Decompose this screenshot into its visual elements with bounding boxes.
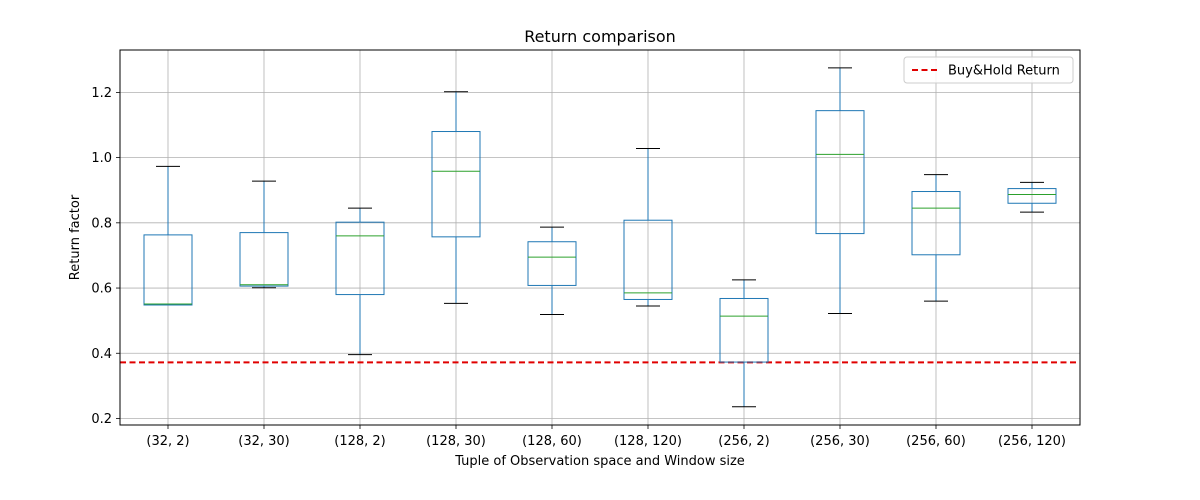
x-tick-label: (256, 30): [810, 434, 870, 449]
box-10: [1007, 181, 1057, 213]
y-axis-label: Return factor: [68, 194, 83, 280]
box-7: [719, 279, 769, 408]
legend: Buy&Hold Return: [903, 56, 1074, 84]
x-tick-label: (256, 60): [906, 434, 966, 449]
box-9: [911, 174, 961, 302]
x-tick-label: (128, 120): [614, 434, 682, 449]
y-tick-label: 0.2: [91, 412, 112, 427]
box-3: [335, 207, 385, 356]
legend-box: [903, 56, 1074, 84]
box-1: [143, 165, 193, 306]
box-body: [911, 191, 961, 256]
y-axis-ticks: 0.2 0.4 0.6 0.8 1.0 1.2: [91, 86, 120, 427]
y-tick-label: 1.0: [91, 151, 112, 166]
x-tick-label: (32, 2): [146, 434, 189, 449]
box-4: [431, 91, 481, 304]
box-body: [1007, 188, 1057, 204]
y-tick-label: 0.4: [91, 347, 112, 362]
box-series: [143, 67, 1057, 408]
box-body: [239, 232, 289, 287]
y-tick-label: 1.2: [91, 86, 112, 101]
grid-lines: [120, 50, 1080, 425]
box-body: [815, 110, 865, 235]
x-axis-label: Tuple of Observation space and Window si…: [454, 454, 745, 469]
x-tick-label: (256, 2): [718, 434, 770, 449]
box-body: [143, 234, 193, 306]
box-body: [431, 131, 481, 238]
legend-label-buy-hold: Buy&Hold Return: [948, 64, 1060, 79]
box-2: [239, 180, 289, 289]
box-5: [527, 226, 577, 315]
x-tick-label: (32, 30): [238, 434, 290, 449]
box-8: [815, 67, 865, 314]
y-tick-label: 0.6: [91, 282, 112, 297]
box-body: [335, 221, 385, 296]
plot-frame: [119, 49, 1081, 426]
box-body: [623, 219, 673, 300]
y-tick-label: 0.8: [91, 216, 112, 231]
x-axis-ticks: (32, 2) (32, 30) (128, 2) (128, 30) (128, 60…: [146, 425, 1066, 449]
box-body: [527, 241, 577, 286]
box-body: [719, 297, 769, 363]
chart-title: Return comparison: [524, 27, 676, 46]
x-tick-label: (256, 120): [998, 434, 1066, 449]
x-tick-label: (128, 2): [334, 434, 386, 449]
x-tick-label: (128, 60): [522, 434, 582, 449]
x-tick-label: (128, 30): [426, 434, 486, 449]
box-6: [623, 147, 673, 307]
